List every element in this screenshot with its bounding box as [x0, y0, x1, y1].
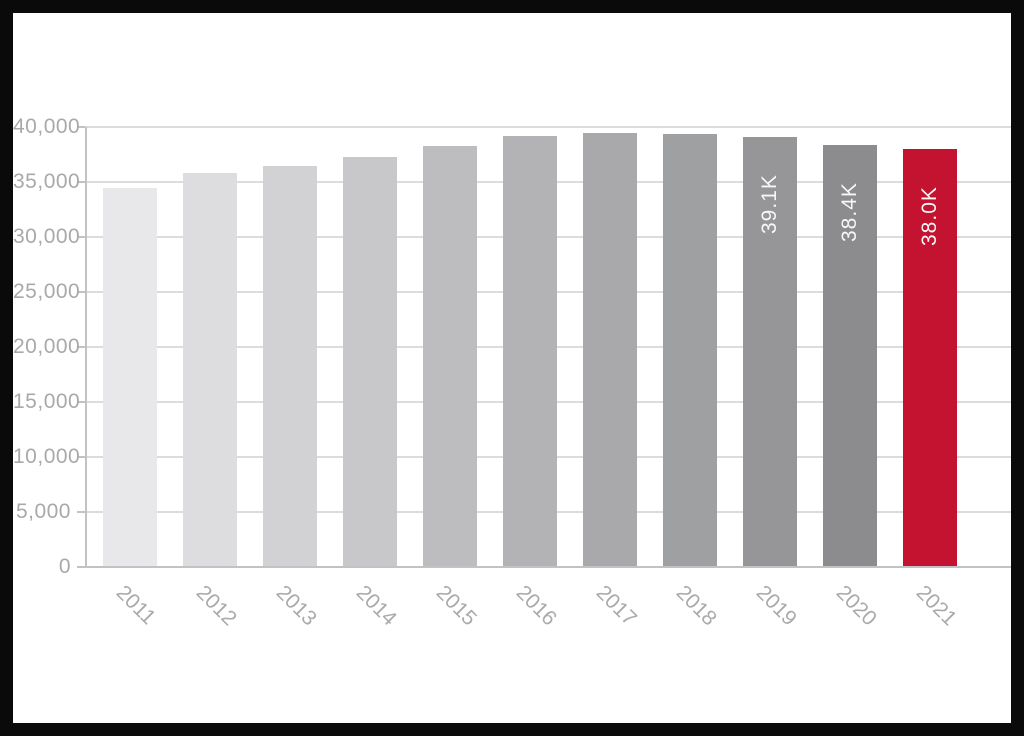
y-axis-tick-label: 30,000 [13, 225, 81, 248]
y-axis-tick-mark [77, 181, 85, 183]
y-axis-tick-mark [77, 236, 85, 238]
bar-2020 [823, 144, 877, 567]
y-axis-line [85, 127, 87, 567]
page-background: 0 5,000 10,000 15,000 20,000 25,000 30,000 35,0… [13, 13, 1011, 723]
bar-chart: 0 5,000 10,000 15,000 20,000 25,000 30,000 35,0… [13, 13, 1011, 723]
gridline [85, 126, 1011, 128]
x-axis-tick-label: 2018 [671, 581, 722, 631]
bar-2014 [343, 157, 397, 567]
y-axis-tick-label: 35,000 [13, 170, 81, 193]
x-axis-tick-label: 2020 [831, 581, 882, 631]
bar-2016 [503, 136, 557, 567]
y-axis-tick-label: 25,000 [13, 280, 81, 303]
bar-2015 [423, 145, 477, 567]
bar-2018 [663, 133, 717, 567]
bar-2021 [903, 149, 957, 567]
bar-value-label: 38.0K [918, 186, 941, 246]
y-axis-tick-label: 0 [58, 555, 71, 578]
y-axis-tick-mark [77, 346, 85, 348]
x-axis-tick-label: 2013 [271, 581, 322, 631]
x-axis-tick-label: 2015 [431, 581, 482, 631]
y-axis-tick-label: 5,000 [15, 500, 71, 523]
bar-2011 [103, 187, 157, 567]
x-axis-tick-label: 2016 [511, 581, 562, 631]
x-axis-tick-label: 2017 [591, 581, 642, 631]
y-axis-tick-label: 20,000 [13, 335, 81, 358]
x-axis-tick-label: 2012 [191, 581, 242, 631]
bar-2017 [583, 133, 637, 567]
y-axis-tick-mark [77, 511, 85, 513]
bar-2012 [183, 173, 237, 567]
x-axis-line [77, 566, 1011, 568]
y-axis-tick-label: 15,000 [13, 390, 81, 413]
x-axis-tick-label: 2019 [751, 581, 802, 631]
y-axis-tick-label: 40,000 [13, 115, 81, 138]
y-axis-tick-mark [77, 291, 85, 293]
x-axis-tick-label: 2021 [911, 581, 962, 631]
y-axis-tick-mark [77, 456, 85, 458]
y-axis-tick-label: 10,000 [13, 445, 81, 468]
y-axis-tick-mark [77, 401, 85, 403]
bar-value-label: 39.1K [758, 174, 781, 234]
bar-value-label: 38.4K [838, 181, 861, 242]
bar-2019 [743, 136, 797, 567]
x-axis-tick-label: 2011 [111, 581, 160, 630]
y-axis-tick-mark [77, 126, 85, 128]
bar-2013 [263, 166, 317, 567]
x-axis-tick-label: 2014 [351, 581, 402, 631]
